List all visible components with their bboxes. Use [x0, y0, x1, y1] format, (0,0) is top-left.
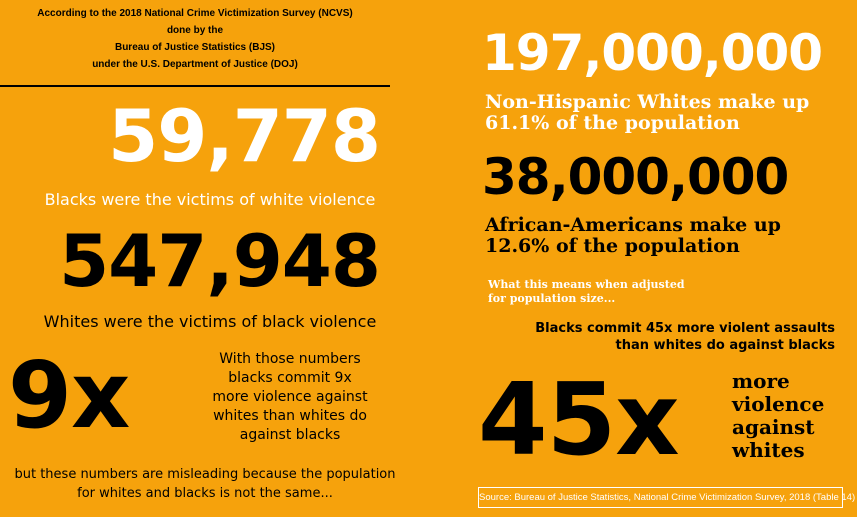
header-line: done by the — [166, 25, 224, 36]
stat-number: 547,948 — [59, 219, 381, 303]
claim-text: Blacks commit 45x more violent assaults … — [535, 320, 835, 354]
text-line: violence — [732, 392, 825, 416]
ratio-text: more violence against whites — [732, 370, 824, 462]
stat-caption: Non-Hispanic Whites make up 61.1% of the… — [485, 92, 809, 134]
stat-caption: Whites were the victims of black violenc… — [43, 312, 377, 331]
stat-caption: African-Americans make up 12.6% of the p… — [485, 215, 781, 257]
text-line: for whites and blacks is not the same... — [77, 486, 333, 501]
text-line: blacks commit 9x — [228, 370, 352, 386]
header-line: According to the 2018 National Crime Vic… — [37, 8, 353, 19]
text-line: Non-Hispanic Whites make up — [485, 91, 810, 113]
adjusted-note: What this means when adjusted for popula… — [488, 278, 685, 306]
stat-caption: Blacks were the victims of white violenc… — [44, 190, 376, 209]
text-line: against — [732, 415, 815, 439]
text-line: Blacks commit 45x more violent assaults — [535, 321, 835, 336]
ratio-number: 9x — [8, 342, 130, 449]
text-line: whites than whites do — [213, 408, 367, 424]
text-line: for population size... — [488, 292, 616, 305]
stat-number: 59,778 — [108, 94, 381, 178]
text-line: African-Americans make up — [485, 214, 781, 236]
header-line: Bureau of Justice Statistics (BJS) — [114, 42, 276, 53]
footer-text: but these numbers are misleading because… — [0, 465, 410, 503]
stat-number: 38,000,000 — [482, 148, 789, 206]
text-line: than whites do against blacks — [615, 338, 835, 353]
text-line: but these numbers are misleading because… — [14, 467, 396, 482]
ratio-number: 45x — [478, 361, 680, 478]
text-line: more — [732, 369, 790, 393]
text-line: With those numbers — [219, 351, 361, 367]
text-line: against blacks — [239, 427, 341, 443]
header-line: under the U.S. Department of Justice (DO… — [92, 59, 298, 70]
ratio-text: With those numbers blacks commit 9x more… — [190, 350, 390, 445]
source-box: Source: Bureau of Justice Statistics, Na… — [478, 487, 855, 508]
text-line: 12.6% of the population — [485, 235, 740, 257]
text-line: more violence against — [212, 389, 368, 405]
text-line: What this means when adjusted — [488, 278, 685, 291]
text-line: whites — [732, 438, 805, 462]
text-line: 61.1% of the population — [485, 112, 740, 134]
stat-number: 197,000,000 — [482, 24, 823, 82]
divider — [0, 85, 390, 87]
